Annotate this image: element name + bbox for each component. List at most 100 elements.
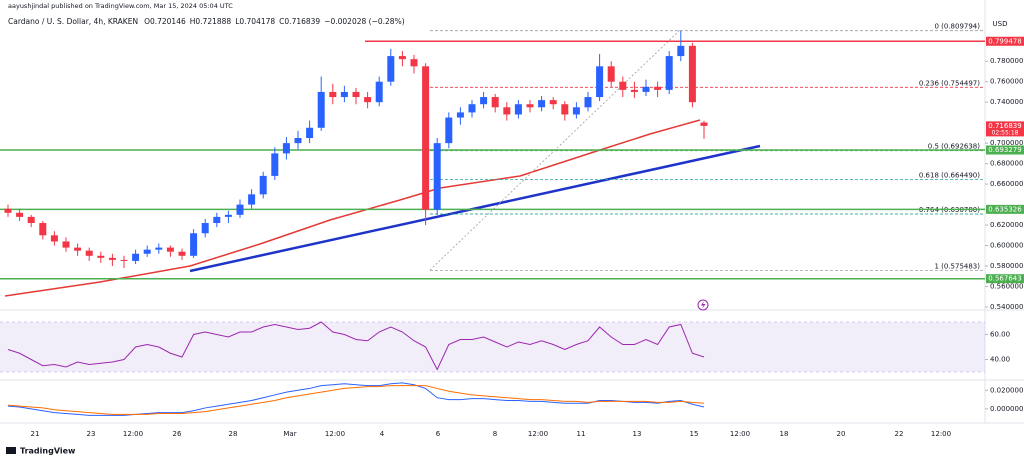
moving-average — [4, 119, 701, 297]
candle-body — [456, 112, 464, 118]
candle-body — [39, 223, 47, 236]
candle-body — [538, 100, 546, 108]
candle-body — [294, 138, 302, 144]
header: aayushjindal published on TradingView.co… — [8, 2, 233, 10]
rsi-tick-label: 60.00 — [990, 331, 1010, 339]
x-tick-label: 12:00 — [730, 430, 750, 438]
y-tick-label: 0.540000 — [990, 303, 1023, 311]
brand: TradingView — [20, 447, 76, 456]
quote-value: O0.720146 — [144, 17, 186, 26]
candle-body — [50, 235, 58, 242]
y-tick-label: 0.580000 — [990, 262, 1023, 270]
candle-body — [4, 208, 12, 213]
x-tick-label: 4 — [380, 430, 385, 438]
currency: USD — [993, 20, 1008, 28]
logo-mark — [6, 447, 16, 454]
x-tick-label: 12:00 — [528, 430, 548, 438]
candle-body — [190, 233, 198, 256]
candle-body — [398, 56, 406, 60]
price-box-label: 0.799478 — [988, 37, 1021, 45]
candle-body — [166, 247, 174, 252]
y-tick-label: 0.700000 — [990, 139, 1023, 147]
x-tick-label: 20 — [837, 430, 846, 438]
candle-body — [700, 122, 708, 126]
candle-body — [514, 104, 522, 115]
candle-body — [526, 104, 534, 108]
candle-body — [306, 127, 314, 139]
price-box — [986, 121, 1024, 137]
candle-body — [642, 86, 650, 92]
candle-body — [677, 45, 685, 57]
candle-body — [97, 255, 105, 258]
y-tick-label: 0.740000 — [990, 98, 1023, 106]
candle-body — [607, 66, 615, 82]
candle-body — [259, 175, 267, 195]
x-tick-label: 23 — [87, 430, 96, 438]
candle-body — [445, 117, 453, 144]
candle-body — [503, 107, 511, 115]
candle-body — [16, 212, 24, 217]
x-tick-label: 28 — [229, 430, 238, 438]
quote-value: L0.704178 — [235, 17, 275, 26]
brand-logo: TradingView — [6, 447, 76, 456]
candle-body — [85, 250, 93, 256]
candle-body — [248, 194, 256, 205]
candle-body — [468, 104, 476, 113]
candle-body — [108, 257, 116, 260]
macd-line — [7, 382, 705, 416]
candle-body — [422, 66, 430, 210]
x-tick-label: 11 — [577, 430, 586, 438]
fib-label: 1 (0.575483) — [934, 263, 980, 271]
fib-label: 0.236 (0.754497) — [919, 79, 980, 87]
fib-label: 0 (0.809794) — [934, 23, 980, 31]
candle-body — [433, 143, 441, 210]
quote-value: H0.721888 — [190, 17, 232, 26]
candle-body — [387, 56, 395, 82]
candle-body — [572, 107, 580, 115]
x-tick-label: 12:00 — [931, 430, 951, 438]
price-box — [986, 204, 1024, 214]
candle-body — [224, 214, 232, 217]
y-tick-label: 0.680000 — [990, 160, 1023, 168]
x-tick-label: 26 — [173, 430, 182, 438]
price-box — [986, 145, 1024, 155]
candle-body — [619, 81, 627, 90]
y-tick-label: 0.620000 — [990, 221, 1023, 229]
candle-body — [688, 45, 696, 103]
candle-body — [340, 91, 348, 98]
candle-body — [480, 97, 488, 105]
candle-body — [317, 91, 325, 128]
trend-line — [189, 144, 761, 273]
candle-body — [62, 241, 70, 248]
y-tick-label: 0.760000 — [990, 78, 1023, 86]
candle-body — [596, 66, 604, 98]
candle-body — [584, 97, 592, 108]
y-tick-label: 0.560000 — [990, 283, 1023, 291]
x-tick-label: 13 — [633, 430, 642, 438]
signal-line — [7, 385, 705, 415]
x-tick-label: Mar — [283, 430, 296, 438]
symbol-title: Cardano / U. S. Dollar, 4h, KRAKEN — [8, 17, 138, 26]
x-tick-label: 6 — [436, 430, 441, 438]
price-box-label: 0.693279 — [988, 146, 1021, 154]
fib-label: 0.618 (0.664490) — [919, 172, 980, 180]
candle-body — [27, 216, 35, 224]
price-box-label: 0.567643 — [988, 275, 1021, 283]
countdown: 02:55:18 — [992, 129, 1019, 136]
rsi-line — [7, 321, 705, 371]
price-box-label: 0.716839 — [988, 122, 1021, 130]
quote-value: −0.002028 (−0.28%) — [324, 17, 404, 26]
candle-body — [236, 204, 244, 215]
price-box — [986, 36, 1024, 46]
macd-tick-label: 0.020000 — [990, 386, 1023, 394]
candle-body — [352, 91, 360, 98]
price-box-label: 0.635326 — [988, 205, 1022, 213]
candle-body — [491, 97, 499, 108]
candle-body — [120, 259, 128, 261]
candle-body — [178, 251, 186, 256]
macd-tick-label: 0.000000 — [990, 405, 1023, 413]
candle-body — [271, 153, 279, 176]
y-tick-label: 0.660000 — [990, 180, 1023, 188]
